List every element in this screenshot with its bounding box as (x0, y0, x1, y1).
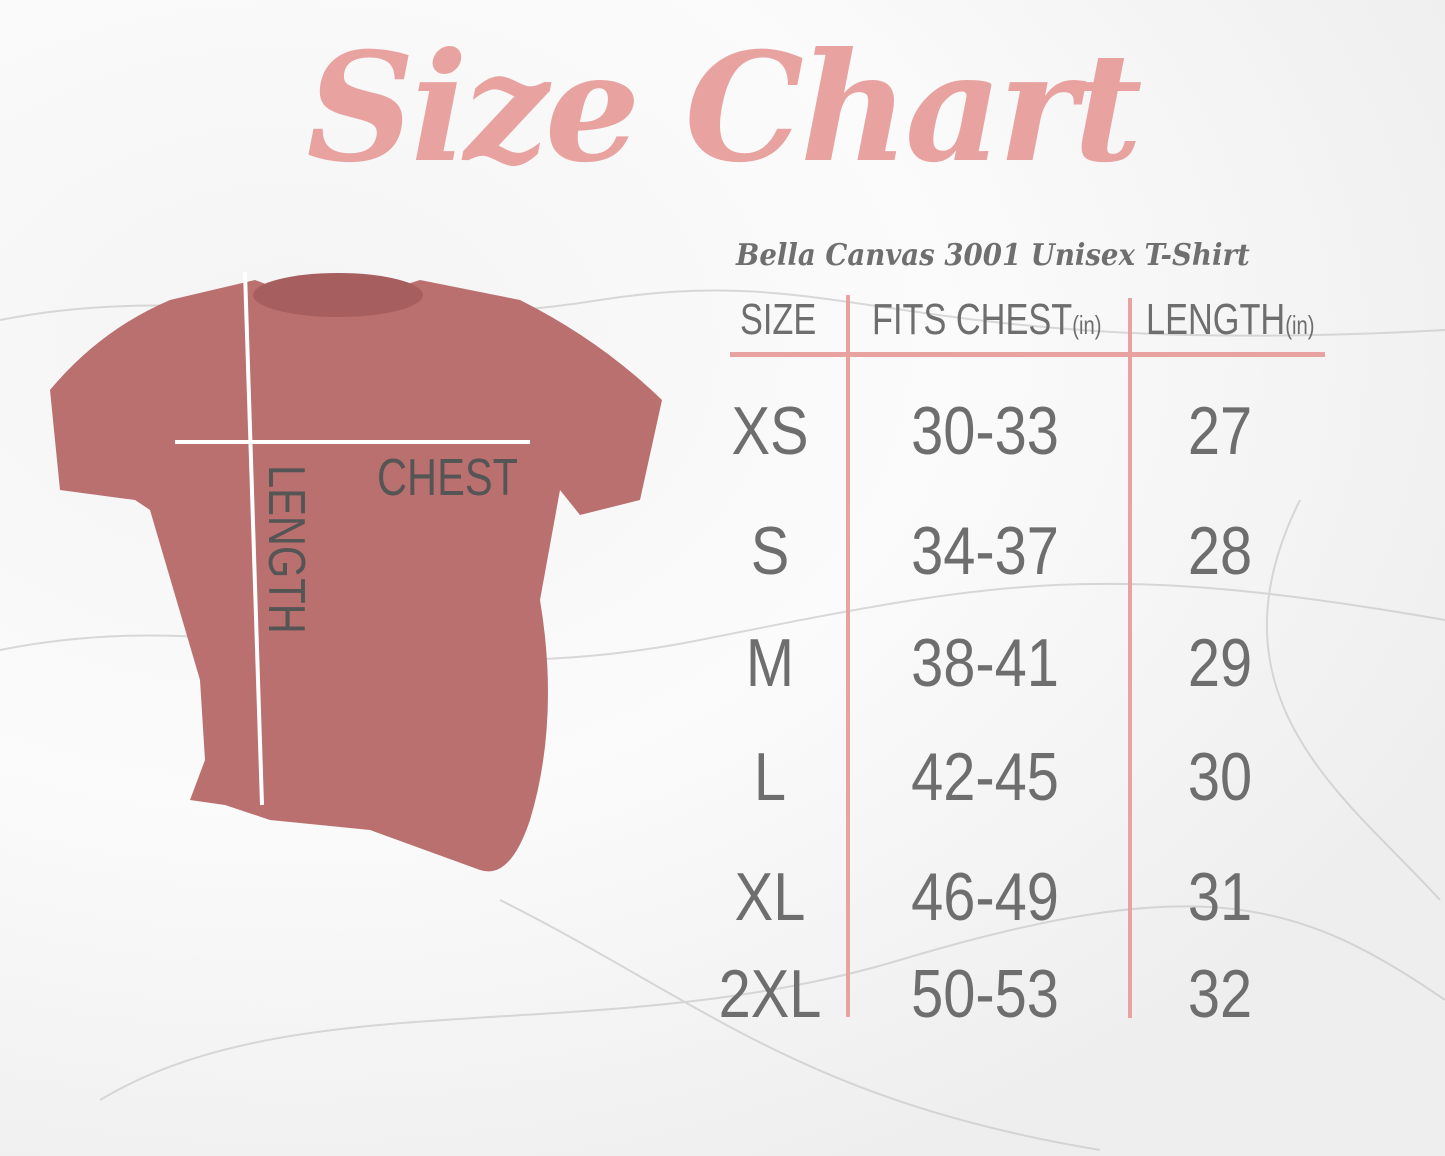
column-divider-2 (1128, 298, 1132, 1018)
cell-length: 30 (1187, 739, 1253, 815)
cell-chest: 34-37 (911, 513, 1059, 589)
cell-chest: 38-41 (911, 625, 1059, 701)
cell-length: 32 (1187, 956, 1253, 1032)
cell-size: S (750, 513, 790, 589)
cell-chest: 46-49 (911, 859, 1059, 935)
cell-length: 27 (1187, 393, 1253, 469)
product-subtitle: Bella Canvas 3001 Unisex T-Shirt (736, 238, 1250, 273)
tshirt-shape (50, 280, 662, 872)
page-title: Size Chart (306, 20, 1142, 196)
header-length: LENGTH(in) (1146, 295, 1315, 344)
cell-chest: 30-33 (911, 393, 1059, 469)
cell-length: 28 (1187, 513, 1253, 589)
chest-label: CHEST (377, 449, 518, 507)
tshirt-illustration: CHEST LENGTH (40, 260, 680, 895)
cell-size: XS (731, 393, 809, 469)
cell-length: 31 (1187, 859, 1253, 935)
cell-size: L (753, 739, 787, 815)
cell-chest: 42-45 (911, 739, 1059, 815)
length-label: LENGTH (257, 465, 315, 634)
header-size: SIZE (740, 295, 817, 344)
cell-chest: 50-53 (911, 956, 1059, 1032)
cell-size: XL (734, 859, 806, 935)
header-chest: FITS CHEST(in) (872, 295, 1102, 344)
column-divider-1 (846, 295, 850, 1017)
cell-length: 29 (1187, 625, 1253, 701)
cell-size: M (745, 625, 795, 701)
cell-size: 2XL (718, 956, 822, 1032)
header-divider (730, 352, 1325, 357)
